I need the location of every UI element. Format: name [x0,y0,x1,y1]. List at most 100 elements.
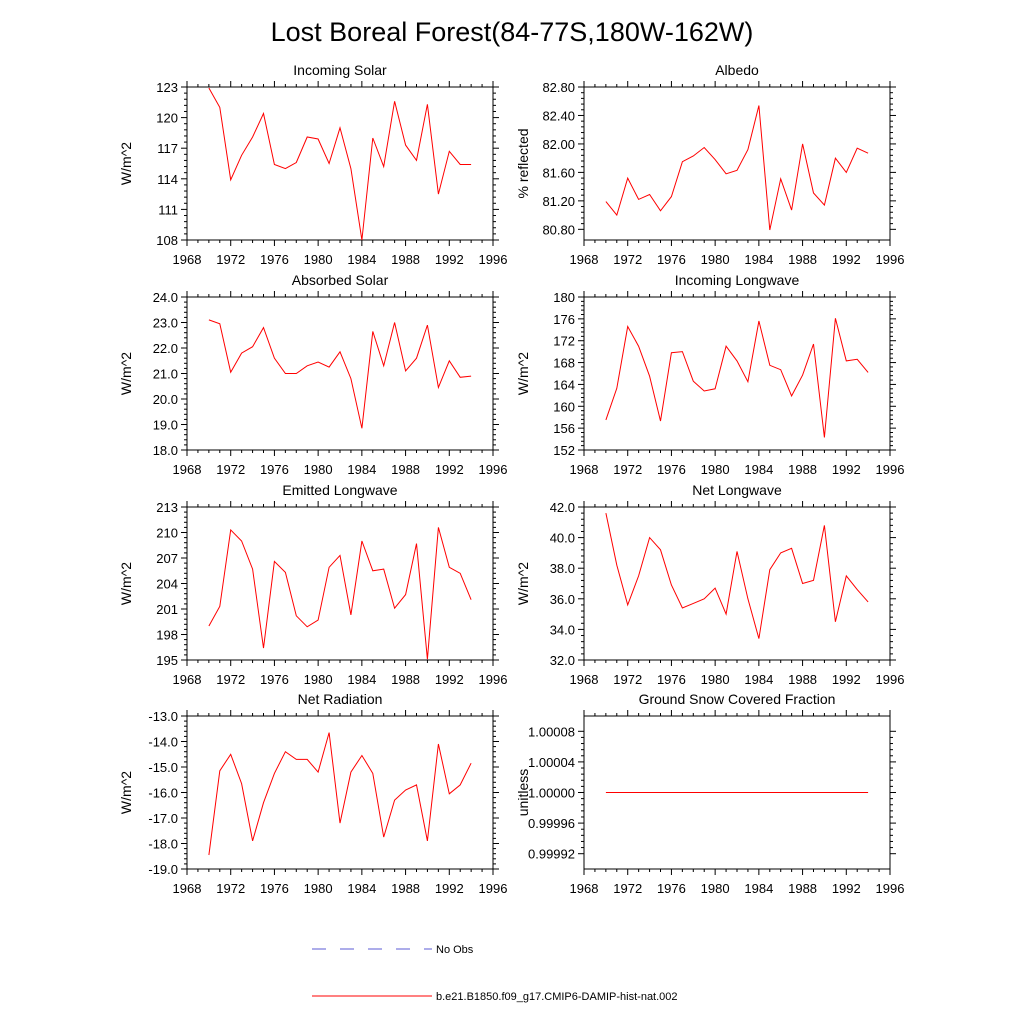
series-line [208,527,472,660]
x-tick-label: 1972 [613,881,642,896]
chart-panel: Albedo % reflected 1968 1972 1976 1980 1984 198… [515,62,904,267]
chart-panel: Absorbed Solar W/m^2 1968 1972 1976 1980 1984 1… [118,272,507,477]
x-tick-label: 1968 [173,881,202,896]
x-tick-label: 1988 [391,881,420,896]
y-axis-label: unitless [515,769,531,816]
y-tick-label: 38.0 [550,561,575,576]
y-axis-label: W/m^2 [515,352,531,395]
x-tick-label: 1984 [744,252,773,267]
y-tick-label: 210 [156,526,178,541]
x-tick-label: 1988 [788,672,817,687]
x-tick-label: 1980 [304,881,333,896]
chart-panel: Incoming Solar W/m^2 1968 1972 1976 1980 1984 1… [118,62,507,267]
x-tick-label: 1972 [613,672,642,687]
y-tick-label: 0.99996 [528,816,575,831]
x-tick-label: 1976 [260,462,289,477]
x-tick-label: 1972 [216,881,245,896]
y-tick-label: 1.00004 [528,755,575,770]
y-tick-label: 176 [553,312,575,327]
x-tick-label: 1968 [570,672,599,687]
x-tick-label: 1968 [570,252,599,267]
y-tick-label: 18.0 [153,443,178,458]
x-tick-label: 1968 [173,672,202,687]
chart-panel: Net Radiation W/m^2 1968 1972 1976 1980 1984 19… [118,691,507,896]
y-axis-label: W/m^2 [118,142,134,185]
x-tick-label: 1996 [479,252,508,267]
x-tick-label: 1992 [832,462,861,477]
x-tick-label: 1992 [435,462,464,477]
x-tick-label: 1988 [391,462,420,477]
x-tick-label: 1972 [216,462,245,477]
x-tick-label: 1988 [788,462,817,477]
x-tick-label: 1980 [304,252,333,267]
y-tick-label: 180 [553,290,575,305]
series-line [208,87,472,241]
x-tick-label: 1976 [260,881,289,896]
x-tick-label: 1972 [613,462,642,477]
plot-frame [186,86,494,241]
x-tick-label: 1976 [657,252,686,267]
x-tick-label: 1996 [479,672,508,687]
y-tick-label: -13.0 [148,709,178,724]
y-tick-label: 21.0 [153,367,178,382]
y-tick-label: 195 [156,653,178,668]
x-tick-label: 1976 [260,252,289,267]
chart-panels: Incoming Solar W/m^2 1968 1972 1976 1980 1984 1… [118,62,904,896]
panel-title: Net Radiation [298,691,383,707]
plot-frame [186,296,494,451]
series-line [208,319,472,429]
x-tick-label: 1980 [701,252,730,267]
y-tick-label: 108 [156,233,178,248]
x-tick-label: 1972 [216,252,245,267]
y-tick-label: 168 [553,356,575,371]
page-title: Lost Boreal Forest(84-77S,180W-162W) [271,17,754,47]
x-tick-label: 1996 [876,672,905,687]
y-tick-label: 32.0 [550,653,575,668]
plot-frame [583,296,891,451]
legend-label-model: b.e21.B1850.f09_g17.CMIP6-DAMIP-hist-nat… [436,991,678,1003]
series-line [605,512,869,639]
chart-panel: Incoming Longwave W/m^2 1968 1972 1976 1980 19… [515,272,904,477]
y-tick-label: -17.0 [148,811,178,826]
chart-panel: Net Longwave W/m^2 1968 1972 1976 1980 1984 198… [515,482,904,687]
x-tick-label: 1980 [701,881,730,896]
y-axis-label: W/m^2 [118,771,134,814]
x-tick-label: 1968 [173,462,202,477]
x-tick-label: 1996 [479,881,508,896]
series-line [605,105,869,231]
y-tick-label: 34.0 [550,622,575,637]
x-tick-label: 1992 [832,881,861,896]
x-tick-label: 1996 [876,462,905,477]
panel-title: Albedo [715,62,759,78]
x-tick-label: 1988 [391,252,420,267]
x-tick-label: 1984 [347,672,376,687]
panel-title: Absorbed Solar [292,272,389,288]
y-tick-label: 22.0 [153,341,178,356]
y-tick-label: 81.20 [542,194,575,209]
y-tick-label: 117 [157,141,178,156]
x-tick-label: 1992 [435,252,464,267]
y-tick-label: 80.80 [542,222,575,237]
y-tick-label: 123 [156,80,178,95]
y-tick-label: -14.0 [148,735,178,750]
y-tick-label: 207 [156,551,178,566]
y-axis-label: W/m^2 [118,562,134,605]
legend: No Obs b.e21.B1850.f09_g17.CMIP6-DAMIP-h… [312,944,678,1003]
y-tick-label: 164 [553,377,575,392]
panel-title: Emitted Longwave [282,482,397,498]
x-tick-label: 1972 [216,672,245,687]
y-tick-label: 201 [156,602,178,617]
series-line [605,318,869,438]
x-tick-label: 1976 [260,672,289,687]
x-tick-label: 1972 [613,252,642,267]
y-tick-label: -19.0 [148,862,178,877]
x-tick-label: 1976 [657,672,686,687]
x-tick-label: 1984 [744,462,773,477]
x-tick-label: 1980 [304,672,333,687]
x-tick-label: 1992 [435,672,464,687]
x-tick-label: 1984 [347,462,376,477]
x-tick-label: 1992 [832,252,861,267]
x-tick-label: 1988 [788,252,817,267]
series-line [208,732,472,856]
